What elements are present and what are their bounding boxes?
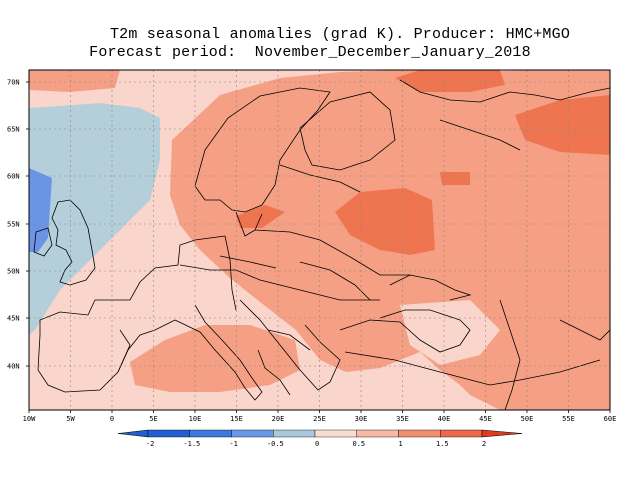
longitude-label: 15E xyxy=(230,415,243,423)
anomaly-zone-mid-south xyxy=(130,325,300,392)
colorbar-segment xyxy=(273,429,316,438)
map-title-line-1: T2m seasonal anomalies (grad K). Produce… xyxy=(109,26,571,43)
colorbar-segment xyxy=(356,429,399,438)
longitude-label: 60E xyxy=(604,415,617,423)
longitude-label: 35E xyxy=(396,415,409,423)
colorbar-segment xyxy=(314,429,357,438)
anomaly-zone-blue xyxy=(29,168,52,252)
longitude-label: 50E xyxy=(521,415,534,423)
latitude-label: 50N xyxy=(7,268,20,276)
colorbar-segment xyxy=(398,429,441,438)
colorbar-arrow-right xyxy=(481,429,523,438)
longitude-label: 5W xyxy=(66,415,75,423)
anomaly-zone-mid-north xyxy=(29,70,120,92)
latitude-label: 45N xyxy=(7,315,20,323)
latitude-labels: 70N 65N 60N 55N 50N 45N 40N xyxy=(7,79,29,371)
longitude-label: 45E xyxy=(479,415,492,423)
colorbar-arrow-left xyxy=(117,429,149,438)
longitude-label: 10W xyxy=(23,415,36,423)
longitude-label: 30E xyxy=(355,415,368,423)
anomaly-zone-light-east xyxy=(400,300,500,365)
map-title-line-2: Forecast period: November_December_Janua… xyxy=(89,44,531,61)
colorbar-segment xyxy=(440,429,483,438)
longitude-label: 25E xyxy=(313,415,326,423)
colorbar-label: -0.5 xyxy=(267,440,284,448)
colorbar-label: -1.5 xyxy=(183,440,200,448)
longitude-labels: 10W 5W 0 5E 10E 15E 20E 25E 30E 35E 40E 45E 50E 55E 60… xyxy=(23,410,617,423)
colorbar-segment xyxy=(189,429,232,438)
graticule xyxy=(29,70,610,410)
longitude-label: 5E xyxy=(149,415,157,423)
colorbar-label: 1.5 xyxy=(436,440,449,448)
colorbar-label: 0.5 xyxy=(353,440,366,448)
latitude-label: 40N xyxy=(7,363,20,371)
latitude-label: 60N xyxy=(7,173,20,181)
colorbar-label: -2 xyxy=(146,440,154,448)
anomaly-zone-strong-east xyxy=(515,95,610,155)
anomaly-zone-strong-north xyxy=(395,70,505,92)
colorbar-segment xyxy=(231,429,274,438)
colorbar-label: 1 xyxy=(398,440,402,448)
anomaly-zone-strong-russia xyxy=(335,188,435,255)
latitude-label: 70N xyxy=(7,79,20,87)
colorbar-label: 2 xyxy=(482,440,486,448)
colorbar: -2 -1.5 -1 -0.5 0 0.5 1 1.5 2 xyxy=(117,429,523,448)
longitude-label: 55E xyxy=(562,415,575,423)
longitude-label: 0 xyxy=(110,415,114,423)
colorbar-label: 0 xyxy=(315,440,319,448)
longitude-label: 10E xyxy=(189,415,202,423)
colorbar-label: -1 xyxy=(229,440,237,448)
longitude-label: 20E xyxy=(272,415,285,423)
anomaly-zone-strong-small xyxy=(440,172,470,185)
latitude-label: 55N xyxy=(7,221,20,229)
longitude-label: 40E xyxy=(438,415,451,423)
latitude-label: 65N xyxy=(7,126,20,134)
colorbar-segment xyxy=(147,429,190,438)
